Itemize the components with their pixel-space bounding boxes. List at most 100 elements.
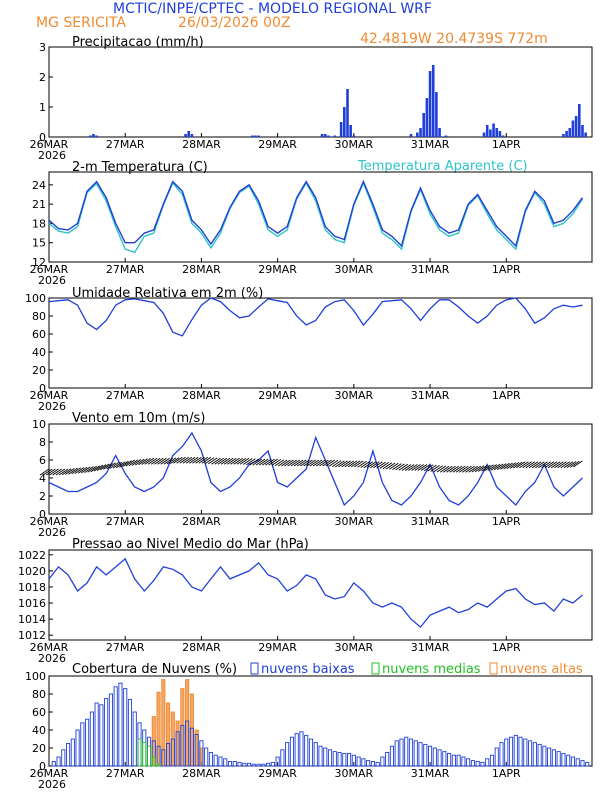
precipitation-bar: [431, 65, 435, 137]
wind-barb: [420, 464, 431, 471]
humidity-panel: Umidade Relativa em 2m (%) 26MAR 27MAR 28M…: [25, 286, 593, 413]
precipitation-bar: [498, 131, 502, 137]
wind-barb: [74, 467, 85, 474]
wind-barb: [477, 465, 488, 472]
wind-barb: [208, 457, 218, 465]
low-cloud-bar: [223, 758, 228, 767]
wind-barb: [249, 458, 259, 466]
high-cloud-bar: [151, 716, 156, 767]
wind-title: Vento em 10m (m/s): [72, 411, 205, 426]
wind-barb: [550, 461, 561, 469]
wind-barb: [141, 458, 151, 465]
x-tick-label: 29MAR: [258, 515, 297, 528]
wind-barb: [316, 459, 326, 467]
low-cloud-bar: [242, 762, 247, 767]
low-cloud-bar: [99, 704, 104, 767]
low-cloud-bar: [375, 761, 380, 767]
x-tick-label: 31MAR: [411, 263, 450, 276]
low-cloud-bar: [94, 702, 99, 767]
low-cloud-bar: [528, 740, 533, 767]
wind-barb: [497, 463, 507, 470]
low-cloud-bar: [127, 698, 133, 767]
wind-barb: [255, 458, 266, 466]
y-tick-label: 15: [32, 237, 46, 250]
wind-barb: [557, 461, 567, 469]
low-cloud-bar: [370, 761, 375, 767]
wind-barb: [220, 457, 231, 465]
y-tick-label: 60: [32, 328, 46, 341]
precipitation-bar: [577, 104, 581, 137]
low-cloud-bar: [199, 740, 204, 767]
low-cloud-bar: [270, 761, 275, 767]
cloud-cover-panel: Cobertura de Nuvens (%) nuvens baixas nu…: [25, 662, 593, 791]
low-cloud-bar: [385, 752, 390, 767]
x-tick-label: 28MAR: [182, 767, 221, 780]
wind-barb: [427, 464, 437, 472]
wind-barb: [106, 462, 116, 470]
low-cloud-bar: [80, 722, 85, 767]
wind-barb: [525, 461, 536, 469]
wind-barb: [55, 468, 66, 476]
precipitation-title: Precipitacao (mm/h): [72, 35, 204, 50]
wind-barb: [176, 456, 186, 464]
humidity-title: Umidade Relativa em 2m (%): [72, 286, 263, 301]
y-tick-label: 0: [39, 382, 46, 395]
high-cloud-bar: [194, 729, 199, 767]
precipitation-bar: [495, 128, 499, 137]
low-cloud-bar: [294, 733, 299, 767]
x-tick-label: 31MAR: [411, 641, 450, 654]
x-tick-label: 29MAR: [258, 767, 297, 780]
low-cloud-bar: [423, 743, 428, 767]
precipitation-bar: [250, 135, 254, 137]
y-tick-label: 0: [39, 508, 46, 521]
y-tick-label: 1016: [18, 597, 46, 610]
precipitation-bar: [92, 134, 95, 137]
low-cloud-bar: [413, 740, 418, 767]
temperature-title: 2-m Temperatura (C): [72, 160, 208, 175]
x-tick-label: 30MAR: [335, 515, 374, 528]
wind-barb: [204, 457, 215, 464]
y-tick-label: 1018: [18, 581, 46, 594]
low-cloud-bar: [118, 682, 123, 767]
precipitation-bar: [581, 125, 584, 137]
wind-barb: [296, 459, 307, 467]
plot-frame: [48, 675, 593, 767]
precipitation-bar: [254, 135, 257, 137]
wind-barb: [271, 459, 282, 466]
low-cloud-bar: [51, 761, 56, 767]
wind-barb: [303, 459, 313, 467]
low-cloud-bar: [585, 761, 590, 767]
wind-barb: [468, 465, 478, 473]
precipitation-bar: [562, 134, 565, 137]
wind-barb: [306, 459, 316, 467]
x-tick-label: 30MAR: [335, 138, 374, 151]
temperature-line: [48, 179, 584, 248]
wind-barb: [462, 465, 472, 473]
wind-barb: [166, 457, 177, 465]
x-tick-label: 28MAR: [182, 515, 221, 528]
x-tick-label: 1APR: [492, 767, 521, 780]
wind-barb: [328, 459, 339, 467]
x-tick-label: 28MAR: [182, 263, 221, 276]
y-tick-label: 4: [39, 472, 46, 485]
wind-barb: [163, 457, 174, 465]
wind-barb: [490, 463, 501, 471]
high-cloud-bar: [185, 679, 190, 767]
low-cloud-bar: [485, 758, 490, 767]
wind-barb: [173, 456, 183, 464]
mid-cloud-bar: [146, 745, 152, 767]
x-tick-label: 29MAR: [258, 263, 297, 276]
wind-barb: [112, 461, 123, 469]
wind-barb: [484, 464, 494, 472]
low-cloud-bar: [123, 688, 128, 767]
low-cloud-bar: [523, 738, 528, 767]
precipitation-bar: [574, 116, 578, 137]
wind-barb: [188, 456, 199, 464]
wind-barb: [77, 466, 88, 474]
high-cloud-bar: [199, 747, 204, 767]
precipitation-bar: [435, 92, 438, 137]
mid-cloud-bar: [142, 742, 147, 767]
low-cloud-bar: [227, 761, 233, 767]
wind-barb: [287, 459, 297, 467]
wind-barb: [493, 463, 504, 471]
